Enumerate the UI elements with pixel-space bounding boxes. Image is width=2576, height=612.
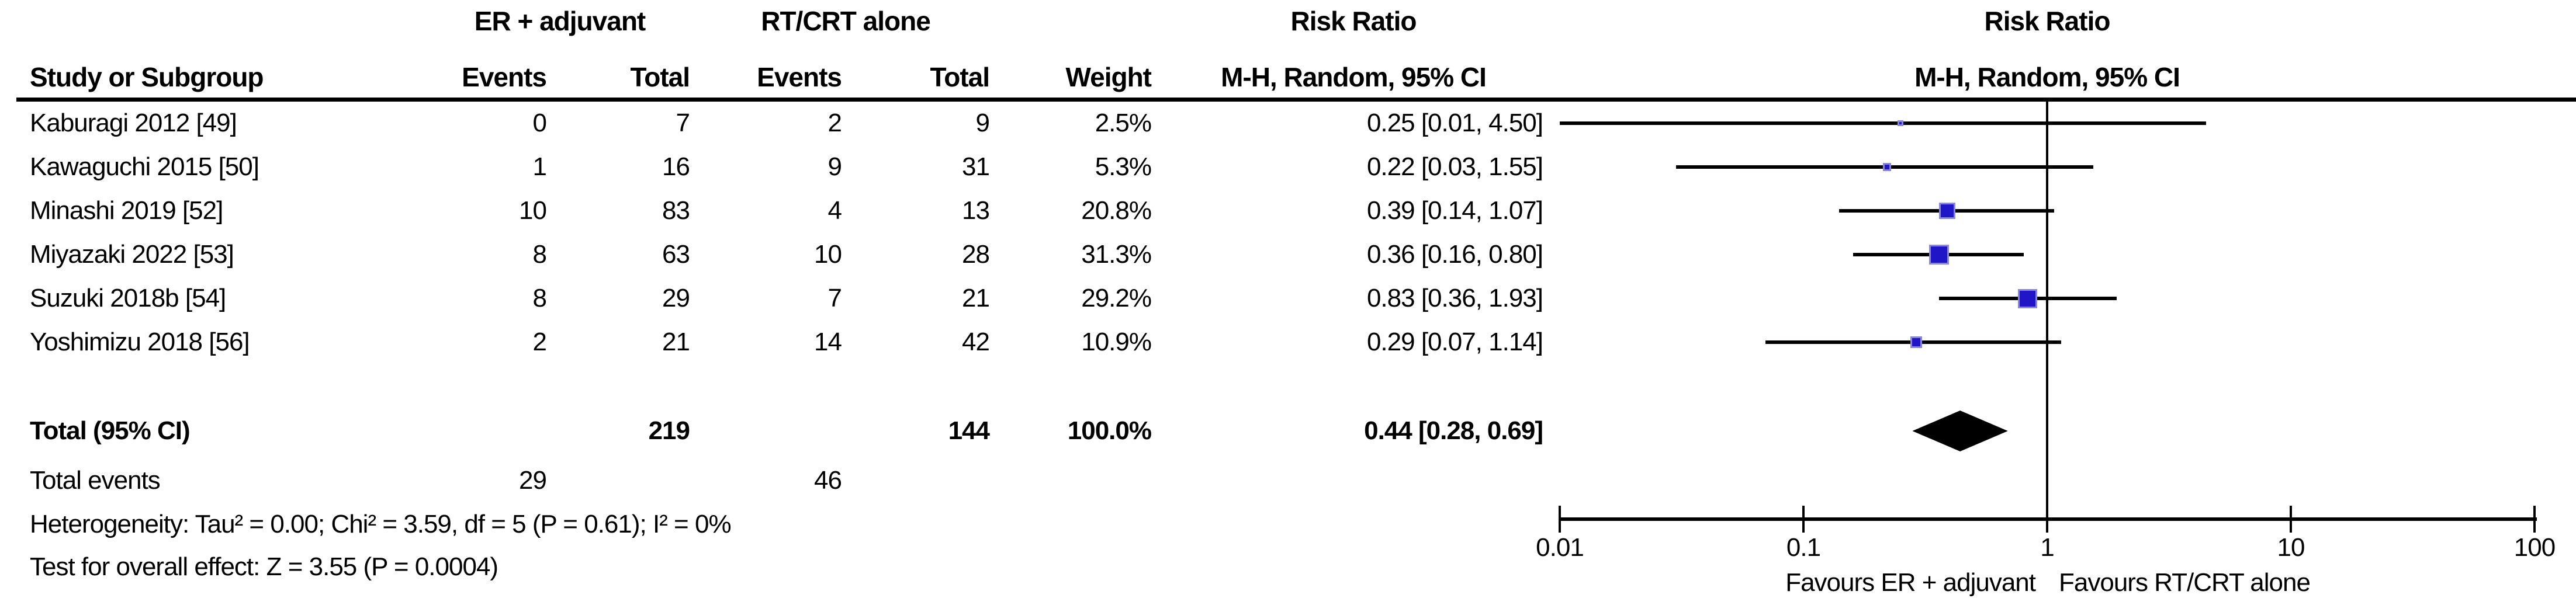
x-axis-tick-label: 1 [2040, 533, 2054, 562]
effect-square [2017, 288, 2037, 308]
study-ci-text: 0.25 [0.01, 4.50] [1366, 109, 1543, 137]
study-weight: 10.9% [1081, 328, 1152, 356]
study-ci-text: 0.39 [0.14, 1.07] [1366, 196, 1543, 225]
x-axis-tick [2046, 506, 2048, 533]
total-row-weight: 100.0% [1067, 416, 1152, 445]
favours-left-label: Favours ER + adjuvant [1785, 568, 2036, 597]
x-axis-tick [2533, 506, 2536, 533]
study-events1: 10 [519, 196, 547, 225]
total-events-label: Total events [30, 466, 161, 495]
x-axis-tick [2290, 506, 2292, 533]
study-ci-text: 0.36 [0.16, 0.80] [1366, 240, 1543, 269]
study-label: Kawaguchi 2015 [50] [30, 152, 259, 181]
effect-square [1910, 336, 1922, 348]
study-total2: 9 [975, 109, 990, 137]
total-row-ci: 0.44 [0.28, 0.69] [1364, 416, 1543, 445]
study-events2: 7 [827, 284, 842, 312]
study-column-header: Study or Subgroup [30, 62, 264, 92]
effect-square [1897, 120, 1903, 126]
study-events1: 1 [532, 152, 547, 181]
x-axis-tick-label: 0.1 [1786, 533, 1821, 562]
study-total1: 29 [662, 284, 690, 312]
study-events2: 2 [827, 109, 842, 137]
total-events-value1: 29 [519, 466, 547, 495]
x-axis-line [1560, 517, 2537, 521]
study-total1: 21 [662, 328, 690, 356]
effect-square [1939, 203, 1956, 219]
heterogeneity-text: Heterogeneity: Tau² = 0.00; Chi² = 3.59,… [30, 510, 732, 538]
study-total2: 31 [962, 152, 990, 181]
study-total1: 16 [662, 152, 690, 181]
study-weight: 20.8% [1081, 196, 1152, 225]
study-label: Minashi 2019 [52] [30, 196, 223, 225]
pooled-estimate-diamond [1912, 411, 2008, 451]
study-weight: 2.5% [1095, 109, 1152, 137]
study-label: Suzuki 2018b [54] [30, 284, 226, 312]
null-effect-line [2046, 102, 2048, 520]
study-events1: 8 [532, 240, 547, 269]
study-ci-text: 0.29 [0.07, 1.14] [1366, 328, 1543, 356]
study-events2: 4 [827, 196, 842, 225]
study-events2: 10 [814, 240, 842, 269]
study-label: Yoshimizu 2018 [56] [30, 328, 250, 356]
total-events-value2: 46 [814, 466, 842, 495]
x-axis-tick-label: 100 [2513, 533, 2556, 562]
study-total2: 13 [962, 196, 990, 225]
study-events2: 14 [814, 328, 842, 356]
effect-square [1928, 245, 1949, 265]
study-total2: 42 [962, 328, 990, 356]
study-total1: 83 [662, 196, 690, 225]
study-total1: 7 [676, 109, 690, 137]
total-row-total1: 219 [648, 416, 690, 445]
study-events1: 2 [532, 328, 547, 356]
events2-column-header: Events [757, 62, 842, 92]
total-row-label: Total (95% CI) [30, 416, 191, 445]
x-axis-tick [1802, 506, 1805, 533]
x-axis-tick [1559, 506, 1561, 533]
study-label: Kaburagi 2012 [49] [30, 109, 237, 137]
study-total2: 28 [962, 240, 990, 269]
study-total2: 21 [962, 284, 990, 312]
study-ci-text: 0.22 [0.03, 1.55] [1366, 152, 1543, 181]
method-plot-header: M-H, Random, 95% CI [1914, 62, 2180, 92]
total-row-total2: 144 [948, 416, 990, 445]
x-axis-tick-label: 0.01 [1536, 533, 1584, 562]
study-events1: 0 [532, 109, 547, 137]
ci-whisker [1560, 121, 2207, 125]
study-events2: 9 [827, 152, 842, 181]
risk-ratio-plot-header: Risk Ratio [1984, 6, 2111, 36]
effect-square [1882, 163, 1891, 171]
study-total1: 63 [662, 240, 690, 269]
favours-right-label: Favours RT/CRT alone [2059, 568, 2311, 597]
study-weight: 5.3% [1095, 152, 1152, 181]
study-label: Miyazaki 2022 [53] [30, 240, 234, 269]
study-events1: 8 [532, 284, 547, 312]
overall-effect-text: Test for overall effect: Z = 3.55 (P = 0… [30, 552, 498, 581]
study-weight: 31.3% [1081, 240, 1152, 269]
group-header-experimental: ER + adjuvant [474, 6, 646, 36]
x-axis-tick-label: 10 [2277, 533, 2305, 562]
risk-ratio-column-header: Risk Ratio [1290, 6, 1417, 36]
study-ci-text: 0.83 [0.36, 1.93] [1366, 284, 1543, 312]
group-header-control: RT/CRT alone [761, 6, 931, 36]
weight-column-header: Weight [1065, 62, 1152, 92]
events1-column-header: Events [462, 62, 547, 92]
total1-column-header: Total [630, 62, 690, 92]
study-weight: 29.2% [1081, 284, 1152, 312]
total2-column-header: Total [930, 62, 990, 92]
header-rule [16, 98, 2576, 102]
method-column-header: M-H, Random, 95% CI [1221, 62, 1487, 92]
